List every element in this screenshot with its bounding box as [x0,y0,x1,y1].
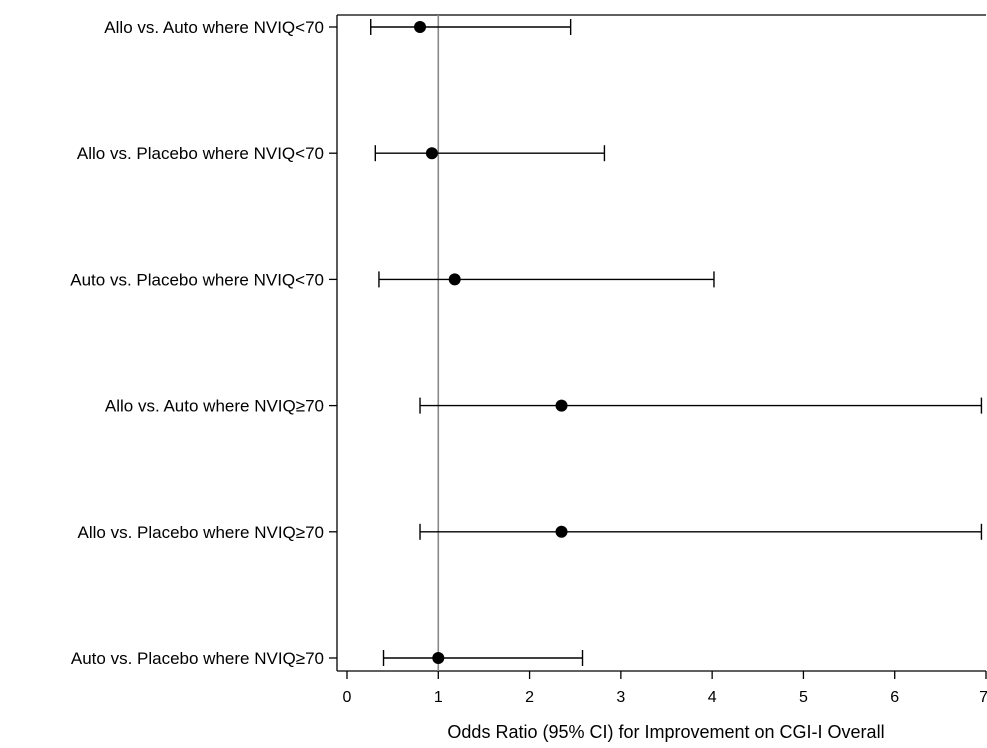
x-tick-label: 0 [343,689,352,706]
point-estimates [414,21,568,664]
category-label: Auto vs. Placebo where NVIQ≥70 [71,649,324,668]
plot-axes [329,14,986,672]
ci-row [419,397,983,414]
x-tick-label: 5 [799,689,808,706]
point-estimate [432,652,445,664]
category-labels: Allo vs. Auto where NVIQ<70 Allo vs. Plac… [70,18,324,668]
point-estimate [425,147,438,160]
x-tick-label: 4 [708,689,717,706]
ci-row [378,271,715,288]
ci-row [419,523,983,540]
category-label: Auto vs. Placebo where NVIQ<70 [70,270,324,289]
x-tick-label: 2 [525,689,534,706]
point-estimate [555,399,568,412]
point-estimate [555,525,568,538]
confidence-intervals [370,19,983,666]
x-tick-label: 1 [434,689,443,706]
x-tick-label: 7 [979,689,987,706]
ci-row [370,19,572,35]
x-tick-label: 3 [616,689,625,706]
x-tick-label: 6 [890,689,899,706]
point-estimate [448,273,461,286]
ci-row [374,145,606,162]
ci-row [382,650,584,666]
point-estimate [414,21,427,33]
x-axis-ticks: 0 1 2 3 4 5 6 7 [343,671,987,706]
category-label: Allo vs. Placebo where NVIQ<70 [77,144,324,163]
category-label: Allo vs. Auto where NVIQ<70 [104,18,324,37]
category-label: Allo vs. Auto where NVIQ≥70 [105,397,324,416]
category-label: Allo vs. Placebo where NVIQ≥70 [78,523,325,542]
x-axis-title: Odds Ratio (95% CI) for Improvement on C… [447,722,884,742]
